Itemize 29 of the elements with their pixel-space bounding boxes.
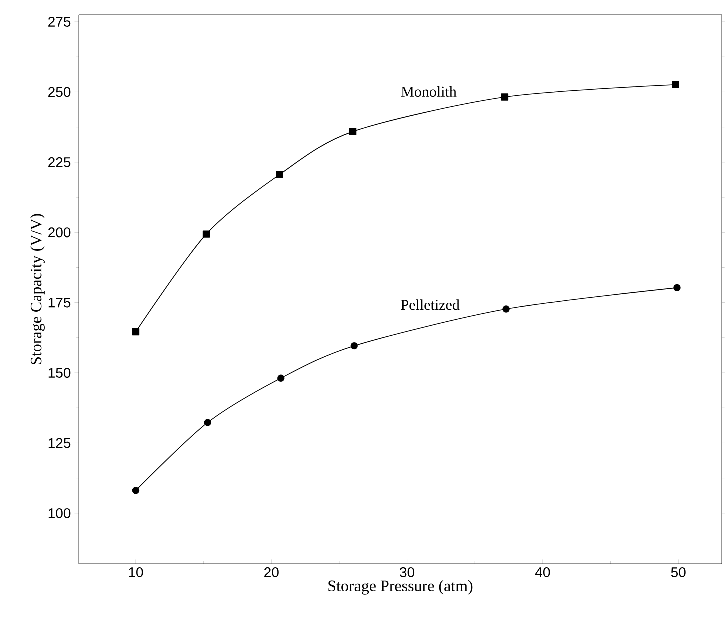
point — [278, 374, 285, 382]
x-tick-label: 10 — [129, 568, 144, 578]
series-label: Pelletized — [401, 300, 460, 310]
y-tick-label: 225 — [48, 157, 71, 168]
y-tick-label: 200 — [48, 228, 71, 238]
point — [501, 94, 509, 101]
point — [349, 128, 357, 136]
x-tick-label: 50 — [671, 568, 686, 578]
point — [674, 284, 681, 292]
y-tick-label: 175 — [48, 298, 71, 308]
x-tick-label: 20 — [264, 568, 279, 578]
y-tick-label: 125 — [48, 438, 71, 448]
point — [672, 81, 680, 89]
x-axis-title: Storage Pressure (atm) — [328, 580, 473, 595]
point — [132, 328, 140, 336]
point — [132, 487, 140, 494]
point — [502, 306, 510, 313]
y-axis-title: Storage Capacity (V/V) — [30, 214, 45, 364]
x-tick-label: 40 — [535, 568, 550, 578]
series-label: Monolith — [402, 86, 457, 97]
point — [276, 171, 284, 178]
y-tick-label: 250 — [48, 87, 71, 98]
point — [204, 419, 212, 426]
y-tick-label: 100 — [48, 508, 71, 518]
x-tick-label: 30 — [400, 568, 415, 578]
y-tick-label: 275 — [48, 17, 71, 27]
point — [350, 342, 358, 350]
point — [202, 230, 210, 238]
y-tick-label: 150 — [48, 368, 71, 378]
